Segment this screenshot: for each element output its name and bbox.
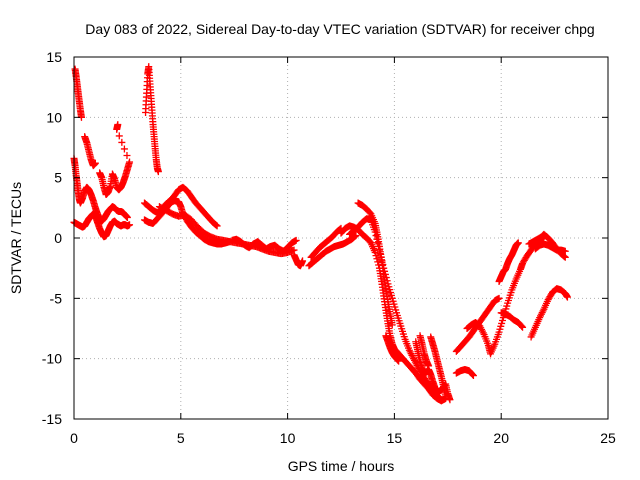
y-axis-label: SDTVAR / TECUs [8,182,24,294]
data-point [469,372,477,380]
data-point [292,236,300,244]
x-tick-label: 10 [280,430,296,446]
y-axis-ticks: -15 -10 -5 0 5 10 15 [42,49,608,427]
data-point [115,132,123,140]
data-point [126,221,134,229]
series-arc-16 [354,199,396,329]
y-tick-label: 10 [46,109,62,125]
series-arc-10 [228,235,300,255]
series-arc-19 [416,332,433,370]
series-arc-20 [427,333,450,400]
x-axis-ticks: 0 5 10 15 20 25 [70,57,616,446]
series-arc-25 [497,309,527,331]
data-point [351,232,359,240]
x-tick-label: 0 [70,430,78,446]
y-tick-label: 0 [54,230,62,246]
data-point [425,362,433,370]
data-point [514,239,522,247]
data-point [372,252,380,260]
y-tick-label: 5 [54,170,62,186]
data-point [519,323,527,331]
data-point [446,396,454,404]
data-point [442,392,450,400]
y-tick-label: 15 [46,49,62,65]
data-point [518,322,526,330]
data-markers [70,63,571,405]
data-point [373,255,381,263]
series-arc-5 [96,121,134,199]
chart-title: Day 083 of 2022, Sidereal Day-to-day VTE… [85,21,594,37]
data-point [371,248,379,256]
data-point [154,168,162,176]
y-tick-label: -5 [50,290,63,306]
series-arc-12 [305,232,360,270]
data-point [561,247,569,255]
data-point [126,158,134,166]
data-point [395,357,403,365]
series-arc-2 [70,210,134,241]
data-point [563,293,571,301]
series-arc-22 [452,366,477,380]
data-point [212,221,220,229]
series-arc-4 [81,133,99,170]
series-arc-17 [382,332,403,365]
series-arc-3 [71,65,85,121]
x-tick-label: 5 [177,430,185,446]
series-arc-23 [463,233,548,358]
data-point [469,371,477,379]
x-tick-label: 20 [493,430,509,446]
data-point [118,138,126,146]
series-arc-11 [290,251,307,270]
data-point [123,213,131,221]
series-arc-28 [531,240,569,255]
series-arc-26 [527,285,571,341]
y-tick-label: -15 [42,411,62,427]
series-arc-18 [412,338,454,404]
data-point [91,159,99,167]
data-point [352,232,360,240]
data-point [495,294,503,302]
data-point [123,151,131,159]
data-point [561,253,569,261]
x-tick-label: 25 [600,430,616,446]
data-point [374,258,382,266]
data-point [120,145,128,153]
data-point [388,321,396,329]
data-point [114,121,122,129]
x-tick-label: 15 [387,430,403,446]
x-axis-label: GPS time / hours [288,458,395,474]
data-point [213,222,221,230]
series-arc-13 [307,224,345,261]
series-arc-6 [142,63,162,176]
series-arc-24 [495,239,522,285]
grid-lines [74,57,608,419]
y-tick-label: -10 [42,351,62,367]
data-point [299,257,307,265]
